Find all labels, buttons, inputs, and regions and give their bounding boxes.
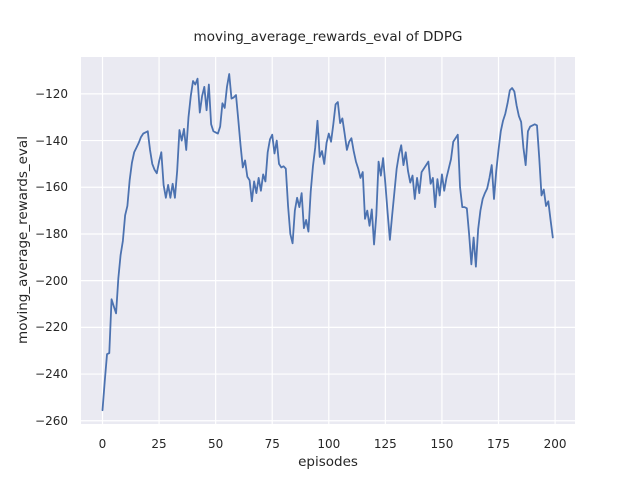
y-tick-label: −240 xyxy=(35,367,68,382)
y-tick-label: −260 xyxy=(35,413,68,428)
chart-title: moving_average_rewards_eval of DDPG xyxy=(193,29,463,45)
x-tick-label: 75 xyxy=(264,437,280,451)
y-tick-label: −120 xyxy=(35,86,68,101)
x-tick-label: 100 xyxy=(317,437,341,451)
x-tick-label: 25 xyxy=(151,437,167,451)
x-tick-label: 175 xyxy=(487,437,510,451)
axes-background xyxy=(81,57,575,424)
x-tick-label: 50 xyxy=(208,437,224,451)
y-tick-label: −180 xyxy=(35,226,68,241)
y-tick-label: −140 xyxy=(35,133,68,148)
x-tick-label: 200 xyxy=(543,437,567,451)
x-tick-label: 125 xyxy=(373,437,397,451)
y-tick-label: −160 xyxy=(35,180,68,195)
x-tick-label: 0 xyxy=(98,437,107,451)
x-tick-label: 150 xyxy=(430,437,454,451)
x-axis-label: episodes xyxy=(298,454,358,470)
data-line-moving-average-rewards xyxy=(101,73,554,412)
y-tick-label: −220 xyxy=(35,320,68,335)
y-tick-label: −200 xyxy=(35,273,68,288)
